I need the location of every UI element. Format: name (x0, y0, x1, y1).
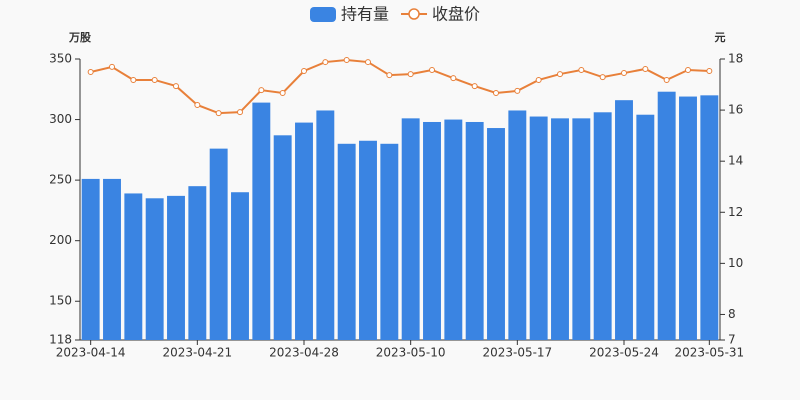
line-point (429, 66, 435, 73)
bar (593, 112, 612, 340)
bar (700, 95, 719, 340)
bar (145, 198, 164, 340)
line-point (365, 59, 371, 66)
x-tick-label: 2023-04-14 (56, 346, 126, 360)
line (90, 59, 710, 115)
bar (252, 102, 271, 340)
bar (423, 121, 441, 340)
line-point (322, 59, 329, 66)
y2-axis-title: 元 (715, 31, 726, 44)
bar (124, 193, 143, 340)
line-point (599, 74, 606, 81)
bar (465, 121, 484, 340)
bar (103, 178, 121, 340)
y-tick-label: 118 (49, 333, 72, 347)
x-tick-label: 2023-05-31 (674, 346, 744, 360)
bar (81, 178, 100, 340)
bar (188, 186, 207, 340)
bar (551, 118, 569, 340)
bar (657, 91, 676, 341)
line-point (685, 66, 691, 73)
y2-tick-label: 18 (728, 52, 743, 66)
x-tick-label: 2023-05-24 (589, 346, 659, 360)
line-point (173, 83, 179, 90)
bar (487, 128, 505, 340)
line-point (130, 76, 137, 83)
line-point (237, 109, 243, 116)
line-point (514, 87, 521, 94)
line-point (194, 101, 201, 108)
bar (444, 119, 463, 340)
legend-swatch-point (408, 8, 420, 20)
bar (295, 122, 313, 340)
bar (401, 118, 420, 340)
line-point (471, 83, 478, 90)
line-point (642, 65, 649, 72)
line-point (578, 66, 585, 73)
bar (273, 135, 292, 340)
bar (508, 110, 527, 341)
bar (167, 195, 185, 340)
line-point (706, 68, 713, 75)
x-tick-label: 2023-05-17 (482, 346, 552, 360)
line-point (450, 75, 457, 82)
y-tick-label: 250 (49, 173, 72, 187)
bar (572, 118, 591, 340)
legend-label: 收盘价 (432, 5, 480, 24)
line-point (301, 68, 307, 75)
line-point (493, 89, 499, 96)
bar (337, 143, 356, 340)
line-point (151, 76, 158, 83)
line-point (258, 87, 265, 94)
bar (679, 96, 697, 340)
x-tick-label: 2023-04-21 (162, 346, 232, 360)
legend-swatch (310, 7, 336, 22)
line-point (557, 71, 563, 78)
bar (316, 110, 335, 341)
y2-tick-label: 10 (728, 256, 743, 270)
bar (380, 143, 399, 340)
y2-tick-label: 14 (728, 154, 743, 168)
legend: 持有量 收盘价 (310, 5, 480, 24)
line-point (343, 57, 350, 64)
x-tick-label: 2023-05-10 (376, 346, 446, 360)
line-point (279, 89, 286, 96)
line-point (386, 72, 393, 79)
y-tick-label: 350 (49, 52, 72, 66)
line-point (87, 69, 94, 76)
line-point (109, 63, 115, 70)
bar (636, 114, 655, 340)
bar (359, 140, 377, 340)
x-tick-label: 2023-04-28 (269, 346, 339, 360)
y-axis-title: 万股 (68, 31, 92, 44)
line-point (663, 76, 670, 83)
bar (615, 100, 633, 341)
bar (529, 116, 548, 341)
bar (231, 192, 249, 340)
y-tick-label: 300 (49, 112, 72, 126)
legend-label: 持有量 (341, 5, 389, 24)
y2-tick-label: 12 (728, 205, 743, 219)
y2-tick-label: 16 (728, 103, 743, 117)
line-point (407, 71, 414, 78)
y-tick-label: 150 (49, 294, 72, 308)
y2-tick-label: 7 (728, 333, 736, 347)
bar (209, 148, 228, 340)
y-tick-label: 200 (49, 233, 72, 247)
y2-tick-label: 8 (728, 307, 736, 321)
line-point (621, 70, 627, 77)
line-point (535, 76, 542, 83)
line-point (215, 110, 222, 117)
